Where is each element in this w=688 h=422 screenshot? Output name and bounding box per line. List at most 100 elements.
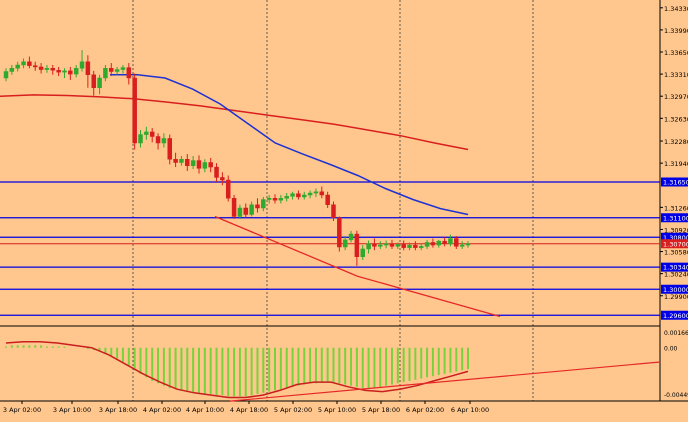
candle xyxy=(261,196,266,212)
candle-body xyxy=(389,243,395,247)
candle-body xyxy=(208,162,213,168)
price-tick-label: 1.32280 xyxy=(664,138,688,146)
candle-body xyxy=(307,192,313,196)
candle xyxy=(73,65,79,78)
price-tick-label: 1.30580 xyxy=(664,249,688,257)
candle-body xyxy=(266,198,272,200)
oscillator-tick-label: 0.001665 xyxy=(664,330,688,337)
candle-body xyxy=(465,243,471,246)
moving-averages xyxy=(0,74,469,216)
candle xyxy=(418,243,424,251)
candle xyxy=(372,238,377,251)
candle xyxy=(424,239,430,249)
candle xyxy=(103,65,108,82)
candle xyxy=(284,193,289,202)
price-trendline xyxy=(214,215,501,318)
candle-body xyxy=(378,244,383,247)
candle xyxy=(313,188,319,197)
price-tick-label: 1.33310 xyxy=(664,71,688,79)
candle xyxy=(179,156,184,166)
candle-body xyxy=(442,240,447,244)
price-tick-label: 1.29900 xyxy=(664,293,688,301)
price-tick-label: 1.30920 xyxy=(664,226,688,234)
candle xyxy=(401,240,406,251)
candle-body xyxy=(360,248,365,257)
candle xyxy=(407,242,412,251)
time-tick-label: 4 Apr 02:00 xyxy=(143,406,181,414)
candle-body xyxy=(225,179,231,199)
price-tick-label: 1.30240 xyxy=(664,271,688,279)
candle-body xyxy=(255,204,260,209)
candle-body xyxy=(132,77,137,144)
candle-body xyxy=(366,243,371,250)
candle xyxy=(378,241,383,249)
level-label-box xyxy=(661,262,688,272)
candle xyxy=(167,134,172,165)
candle xyxy=(331,201,336,221)
candle xyxy=(50,65,56,75)
candle-body xyxy=(126,67,132,79)
candle-body xyxy=(56,69,61,73)
level-label-box xyxy=(661,310,688,320)
candle-body xyxy=(395,244,401,247)
candle-body xyxy=(161,138,167,144)
candle-body xyxy=(407,244,412,248)
oscillator-panel xyxy=(5,341,661,402)
candle-body xyxy=(448,238,453,245)
candle-body xyxy=(79,61,85,69)
candle xyxy=(196,155,202,174)
level-label-box xyxy=(661,284,688,294)
candle-body xyxy=(413,244,418,248)
candle xyxy=(389,239,395,249)
candle xyxy=(302,191,307,200)
candle-body xyxy=(109,68,114,72)
candle-body xyxy=(91,74,96,88)
candle xyxy=(255,198,260,213)
time-tick-label: 6 Apr 02:00 xyxy=(406,406,444,414)
candle xyxy=(32,61,38,71)
candle xyxy=(278,195,284,204)
candle xyxy=(202,159,208,173)
candle-body xyxy=(68,70,73,75)
candle-body xyxy=(424,242,430,247)
candle-body xyxy=(325,194,330,205)
candle xyxy=(366,240,371,254)
candle-body xyxy=(50,68,56,71)
candle-body xyxy=(27,61,32,66)
current-price-label: 1.30700 xyxy=(663,240,688,248)
candle-body xyxy=(284,196,289,199)
candle-body xyxy=(144,131,149,135)
grid-lines xyxy=(0,0,688,402)
candle-body xyxy=(372,243,377,247)
candle-body xyxy=(32,65,38,68)
candle xyxy=(138,130,143,148)
time-tick-label: 4 Apr 10:00 xyxy=(186,406,224,414)
candle-body xyxy=(15,64,20,69)
candle xyxy=(132,73,137,150)
candle xyxy=(442,237,447,247)
candle-body xyxy=(196,160,202,169)
oscillator-trendline xyxy=(229,361,661,402)
candle xyxy=(161,133,167,148)
candle xyxy=(249,201,254,217)
price-axis: 1.34330 1.33990 1.33650 1.33310 1.32970 1.326… xyxy=(660,5,688,399)
candle-body xyxy=(190,160,196,167)
signal-line xyxy=(5,341,469,399)
candle xyxy=(114,66,120,75)
candle-body xyxy=(237,207,243,217)
candle xyxy=(185,154,190,171)
candle-body xyxy=(149,131,155,137)
level-label: 1.31650 xyxy=(663,179,688,187)
candle-body xyxy=(430,242,436,246)
candle xyxy=(15,61,20,72)
time-tick-label: 4 Apr 18:00 xyxy=(230,406,268,414)
candle-body xyxy=(342,239,348,248)
candle xyxy=(454,235,459,249)
candle xyxy=(144,126,149,140)
candle xyxy=(38,63,44,74)
level-label-box xyxy=(661,232,688,242)
price-tick-label: 1.32630 xyxy=(664,115,688,123)
candle-body xyxy=(418,246,424,248)
price-tick-label: 1.31940 xyxy=(664,160,688,168)
